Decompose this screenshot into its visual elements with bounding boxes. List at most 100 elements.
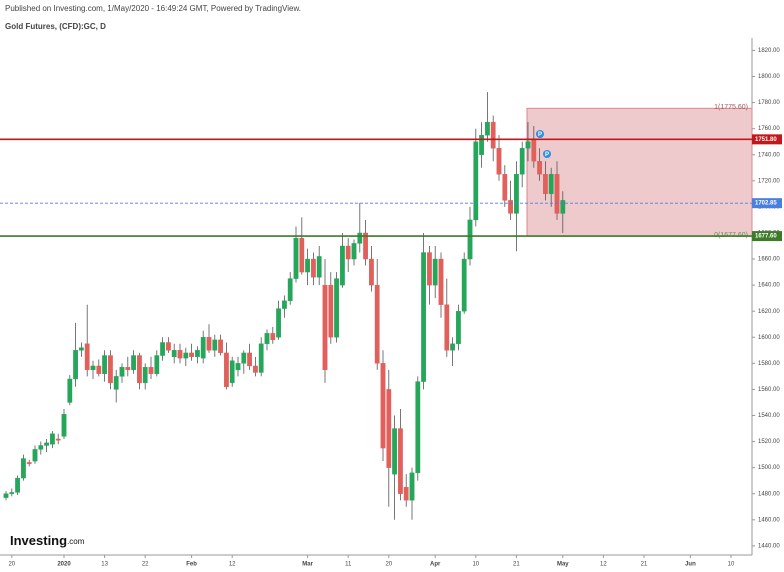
candle-body	[189, 352, 194, 358]
price-label: 1702.85	[755, 201, 777, 207]
candle-body	[525, 141, 531, 149]
candle-body	[223, 352, 229, 388]
y-tick-label: 1760.00	[758, 126, 780, 132]
candle-body	[369, 258, 374, 286]
candle-body	[3, 493, 9, 498]
candle-body	[427, 252, 432, 286]
candle-body	[340, 245, 345, 286]
candle-body	[392, 428, 397, 475]
x-tick-label: 22	[142, 562, 149, 568]
candle-body	[473, 141, 479, 221]
y-tick-label: 1580.00	[758, 361, 780, 367]
candle-body	[15, 477, 20, 493]
candle-body	[403, 487, 409, 501]
x-tick-label: Jun	[685, 562, 696, 568]
candle-body	[160, 342, 165, 356]
candle-body	[21, 458, 26, 479]
candle-body	[490, 121, 496, 149]
candle-body	[374, 284, 380, 364]
candle-body	[9, 492, 15, 494]
candle-body	[171, 350, 177, 358]
candle-body	[206, 337, 212, 351]
x-tick-label: 20	[8, 562, 15, 568]
candle-body	[467, 219, 473, 260]
candle-body	[270, 333, 276, 341]
candle-body	[548, 174, 554, 195]
y-tick-label: 1640.00	[758, 283, 780, 289]
candle-body	[113, 376, 119, 390]
candle-body	[363, 232, 368, 260]
candle-body	[386, 389, 392, 468]
candle-body	[229, 360, 235, 384]
x-tick-label: 21	[641, 562, 648, 568]
candle-body	[131, 355, 136, 371]
logo-suffix: .com	[67, 537, 85, 546]
y-tick-label: 1440.00	[758, 543, 780, 549]
candle-body	[398, 428, 403, 494]
candle-body	[235, 363, 241, 371]
published-note: Published on Investing.com, 1/May/2020 -…	[5, 4, 301, 13]
candle-body	[531, 138, 537, 162]
candle-body	[299, 237, 305, 273]
candle-body	[96, 365, 102, 374]
event-marker-label: P	[545, 152, 549, 158]
candle-body	[415, 381, 421, 474]
candle-body	[183, 352, 189, 359]
y-tick-label: 1660.00	[758, 257, 780, 263]
candle-body	[450, 343, 455, 351]
candle-body	[316, 256, 322, 278]
y-tick-label: 1780.00	[758, 100, 780, 106]
candle-body	[537, 161, 543, 175]
x-tick-label: 12	[229, 562, 236, 568]
candle-body	[218, 339, 223, 354]
x-tick-label: Apr	[430, 562, 441, 568]
candle-body	[165, 342, 171, 351]
x-tick-label: May	[557, 562, 569, 568]
candle-body	[282, 300, 287, 309]
y-tick-label: 1720.00	[758, 178, 780, 184]
y-tick-label: 1500.00	[758, 465, 780, 471]
candle-body	[136, 355, 142, 384]
candle-body	[26, 462, 32, 464]
candle-body	[247, 352, 252, 367]
candle-body	[252, 365, 258, 373]
candle-body	[258, 343, 264, 373]
candle-body	[311, 258, 316, 278]
price-label: 1677.60	[755, 234, 777, 240]
logo-name: Investing	[10, 533, 67, 548]
candle-body	[32, 449, 38, 462]
fib-box	[526, 107, 753, 237]
x-tick-label: 21	[513, 562, 520, 568]
candle-body	[514, 174, 519, 214]
logo: Investing.com	[10, 533, 85, 548]
fib-top-label: 1(1775.60)	[714, 104, 748, 111]
candle-body	[293, 237, 299, 279]
candle-body	[55, 438, 61, 441]
candle-body	[508, 200, 513, 214]
y-tick-label: 1480.00	[758, 491, 780, 497]
candle-body	[90, 365, 96, 371]
candle-body	[334, 278, 339, 338]
candle-body	[351, 243, 357, 260]
candle-body	[432, 258, 438, 286]
candle-body	[485, 121, 490, 136]
candle-body	[73, 350, 79, 380]
x-tick-label: 11	[345, 562, 352, 568]
price-label-box	[752, 231, 782, 242]
candle-body	[78, 347, 84, 351]
x-tick-label: 20	[385, 562, 392, 568]
candle-body	[44, 442, 50, 446]
event-marker	[543, 150, 551, 158]
price-label: 1751.80	[755, 137, 777, 143]
x-tick-label: 2020	[57, 562, 71, 568]
candle-body	[438, 258, 444, 305]
candle-body	[560, 200, 566, 214]
candle-body	[200, 337, 206, 359]
candle-body	[276, 308, 281, 338]
y-tick-label: 1560.00	[758, 387, 780, 393]
candle-body	[456, 310, 461, 344]
y-tick-label: 1800.00	[758, 74, 780, 80]
y-tick-label: 1820.00	[758, 48, 780, 54]
